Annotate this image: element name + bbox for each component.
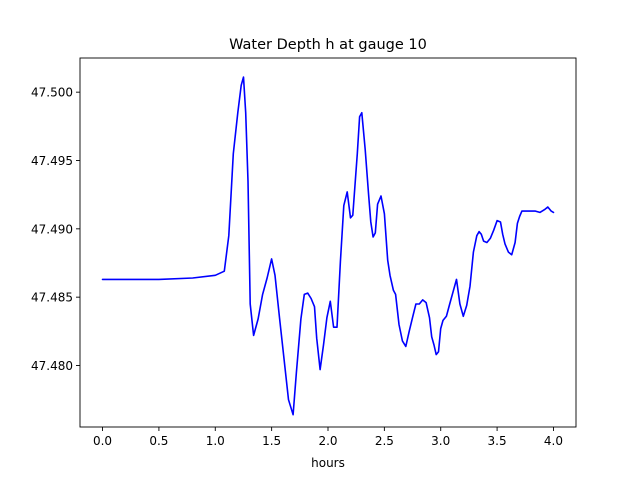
x-axis-label: hours xyxy=(311,456,345,470)
y-tick-label: 47.490 xyxy=(31,222,73,236)
y-tick-label: 47.480 xyxy=(31,359,73,373)
chart-title: Water Depth h at gauge 10 xyxy=(229,37,427,53)
x-tick-label: 0.5 xyxy=(149,434,168,448)
x-tick-label: 2.5 xyxy=(375,434,394,448)
x-tick-label: 1.0 xyxy=(206,434,225,448)
y-tick-label: 47.485 xyxy=(31,291,73,305)
x-tick-label: 4.0 xyxy=(544,434,563,448)
series-line-0 xyxy=(101,76,555,416)
x-tick-label: 3.5 xyxy=(488,434,507,448)
x-tick-label: 0.0 xyxy=(93,434,112,448)
plot-area: 0.0 0.5 1.0 1.5 2.0 2.5 3.0 3.5 4.0 47.480 47.485 4… xyxy=(31,57,577,448)
y-tick-label: 47.500 xyxy=(31,86,73,100)
x-tick-label: 3.0 xyxy=(431,434,450,448)
y-tick-label: 47.495 xyxy=(31,154,73,168)
x-tick-label: 1.5 xyxy=(262,434,281,448)
x-tick-label: 2.0 xyxy=(318,434,337,448)
